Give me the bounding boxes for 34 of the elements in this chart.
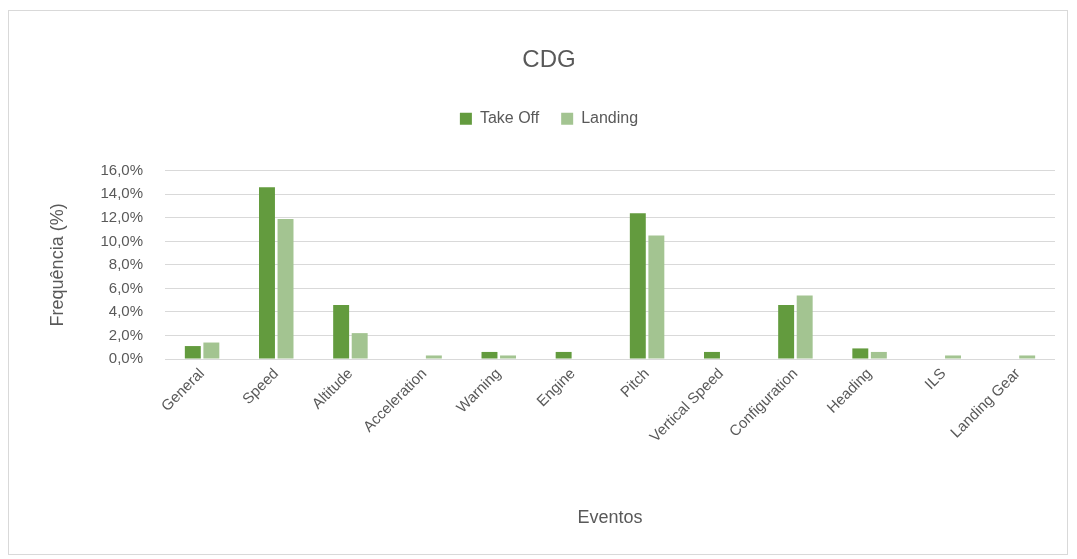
y-tick-label: 10,0% [100, 231, 143, 249]
bar [945, 355, 961, 359]
y-tick-label: 0,0% [108, 349, 143, 367]
chart-title: CDG [522, 45, 576, 73]
legend-label: Landing [581, 109, 639, 127]
y-tick-label: 4,0% [108, 302, 143, 320]
bar [184, 346, 201, 359]
y-tick-label: 8,0% [108, 255, 143, 273]
bar [870, 351, 887, 359]
bar [259, 187, 275, 359]
x-tick-label: ILS [920, 364, 949, 393]
y-tick-label: 6,0% [108, 278, 143, 296]
bar [500, 355, 516, 359]
bar [778, 304, 795, 359]
y-tick-label: 14,0% [100, 184, 143, 202]
bar [629, 213, 646, 359]
bar [704, 351, 720, 359]
bar [425, 355, 442, 359]
bar [203, 342, 220, 359]
bar [852, 348, 869, 359]
x-axis-title: Eventos [577, 507, 643, 528]
bar [481, 351, 498, 359]
bar [277, 219, 294, 359]
bar [648, 235, 665, 359]
legend-label: Take Off [479, 109, 540, 127]
bar [351, 333, 368, 359]
bar [796, 295, 813, 359]
y-axis-title: Frequência (%) [46, 203, 67, 327]
y-tick-label: 12,0% [100, 207, 143, 225]
y-tick-label: 16,0% [100, 160, 143, 178]
bar [1019, 355, 1036, 359]
bar [333, 304, 350, 359]
bar [555, 351, 572, 359]
y-tick-label: 2,0% [108, 325, 143, 343]
